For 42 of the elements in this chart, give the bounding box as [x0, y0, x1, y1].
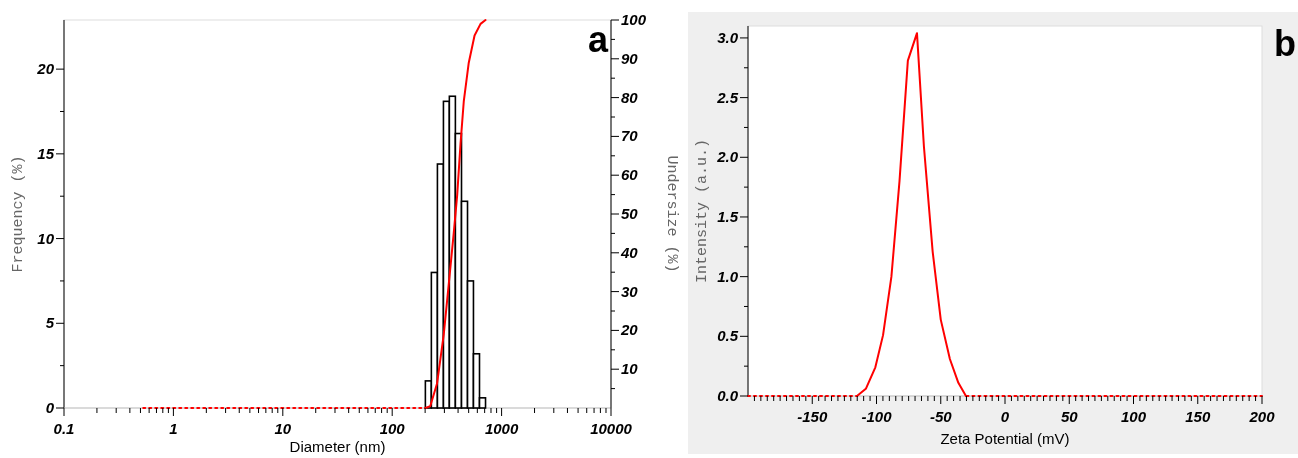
y2-tick-label: 60: [621, 166, 639, 184]
y-tick-label: 3.0: [717, 28, 739, 46]
y2-tick-label: 80: [621, 88, 639, 106]
x-tick-label: 0.1: [53, 420, 75, 437]
y-tick-label: 15: [37, 144, 55, 162]
x-tick-label: 200: [1248, 408, 1276, 425]
x-axis-title: Diameter (nm): [289, 438, 386, 455]
x-tick-label: 10000: [590, 420, 633, 437]
y-axis-title: Frequency (%): [10, 155, 27, 273]
y-tick-label: 20: [36, 60, 55, 78]
y-tick-label: 10: [37, 229, 55, 247]
x-tick-label: -100: [861, 408, 893, 425]
annotation: a: [587, 19, 609, 60]
y2-tick-label: 50: [621, 205, 639, 222]
y-tick-label: 1.0: [717, 267, 739, 285]
x-tick-label: 0: [1000, 408, 1010, 425]
y2-tick-label: 20: [620, 321, 639, 339]
y2-tick-label: 100: [621, 11, 647, 28]
y2-tick-label: 70: [621, 127, 639, 145]
y-tick-label: 0.0: [717, 387, 739, 404]
y2-tick-label: 40: [620, 243, 639, 261]
y-axis-title: Intensity (a.u.): [694, 138, 711, 284]
y-tick-label: 1.5: [717, 207, 739, 225]
x-tick-label: 1: [169, 420, 178, 437]
y2-axis-title: Undersize (%): [663, 155, 680, 273]
y2-tick-label: 10: [621, 360, 639, 378]
y-tick-label: 2.5: [716, 88, 739, 106]
y-tick-label: 5: [45, 314, 55, 332]
x-tick-label: 100: [1120, 408, 1147, 425]
x-tick-label: 100: [379, 420, 406, 437]
x-tick-label: -150: [797, 408, 828, 425]
x-tick-label: 1000: [484, 420, 519, 437]
x-axis-title: Zeta Potential (mV): [940, 430, 1070, 447]
x-tick-label: 10: [274, 420, 292, 437]
text: b: [1274, 23, 1296, 64]
y2-tick-label: 90: [621, 49, 639, 67]
x-tick-label: 50: [1060, 408, 1079, 425]
x-tick-label: 150: [1185, 408, 1211, 425]
x-tick-label: -50: [929, 408, 953, 425]
y2-tick-label: 30: [621, 282, 639, 300]
y-tick-label: 2.0: [716, 148, 739, 166]
y-tick-label: 0.5: [717, 327, 739, 345]
